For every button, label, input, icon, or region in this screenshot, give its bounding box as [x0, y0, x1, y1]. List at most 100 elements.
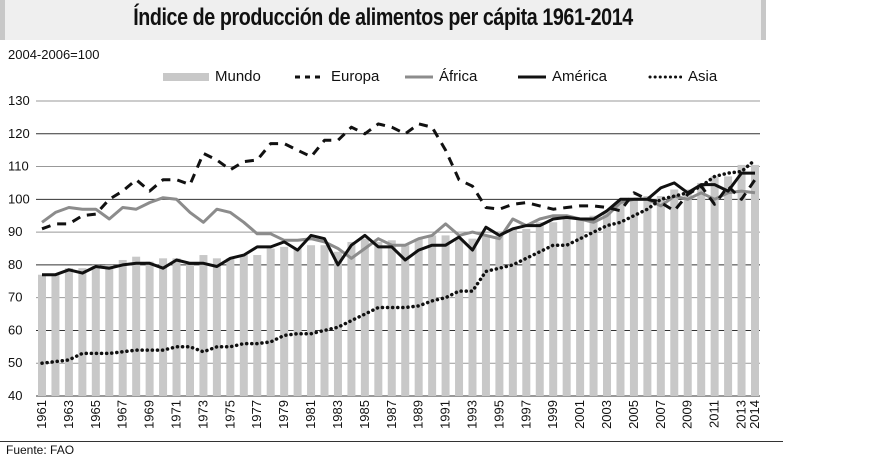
bar-mundo-1995 [495, 235, 504, 396]
bar-mundo-1963 [64, 268, 73, 396]
y-tick-label: 80 [8, 257, 22, 272]
bar-mundo-1992 [455, 238, 464, 396]
line-america [42, 171, 755, 277]
bar-mundo-1980 [293, 248, 302, 396]
legend-label-africa: África [439, 68, 478, 85]
x-tick-label: 1965 [88, 400, 103, 429]
bar-mundo-2013 [737, 164, 746, 396]
bar-mundo-1999 [549, 222, 558, 396]
legend-label-mundo: Mundo [215, 68, 261, 85]
bar-mundo-1998 [535, 222, 544, 396]
y-tick-label: 100 [8, 191, 30, 206]
y-tick-label: 50 [8, 355, 22, 370]
bar-mundo-1970 [159, 258, 168, 396]
x-tick-label: 1967 [115, 400, 130, 429]
x-tick-label: 2005 [626, 400, 641, 429]
bar-mundo-1984 [347, 241, 356, 396]
bar-mundo-1988 [401, 245, 410, 396]
x-tick-label: 1991 [438, 400, 453, 429]
base-note: 2004-2006=100 [8, 47, 100, 62]
bar-mundo-2006 [643, 196, 652, 396]
bar-mundo-1985 [360, 238, 369, 396]
x-tick-label: 1969 [142, 400, 157, 429]
bar-mundo-1968 [132, 256, 141, 396]
bar-mundo-2009 [683, 189, 692, 396]
x-tick-label: 2001 [572, 400, 587, 429]
x-tick-label: 1987 [384, 400, 399, 429]
bar-mundo-1983 [333, 251, 342, 396]
bar-mundo-2001 [576, 219, 585, 396]
bar-mundo-1991 [441, 235, 450, 396]
line-asia [40, 158, 757, 365]
x-tick-label: 1989 [411, 400, 426, 429]
legend-item-mundo: Mundo [163, 68, 261, 85]
bar-mundo-1987 [387, 240, 396, 396]
y-tick-label: 110 [8, 159, 29, 174]
bar-mundo-1967 [118, 259, 127, 396]
legend-item-america: América [518, 68, 607, 85]
x-tick-label: 1979 [276, 400, 291, 429]
bar-mundo-1990 [428, 235, 437, 396]
bar-mundo-1961 [38, 274, 46, 396]
legend-swatch-africa [405, 75, 433, 78]
bar-mundo-1979 [280, 246, 289, 396]
bar-mundo-2007 [656, 196, 665, 396]
x-tick-label: 2013 [734, 400, 749, 429]
x-tick-label: 2009 [680, 400, 695, 429]
line-europa [41, 122, 757, 231]
bar-mundo-1962 [51, 274, 60, 396]
bar-mundo-1981 [307, 245, 316, 396]
x-tick-label: 2014 [747, 400, 762, 429]
legend-swatch-mundo [163, 72, 209, 81]
bar-mundo-1997 [522, 228, 531, 396]
x-tick-label: 1963 [61, 400, 76, 429]
legend-label-europa: Europa [331, 68, 380, 85]
bar-mundo-1978 [266, 248, 275, 396]
bar-mundo-1973 [199, 255, 208, 396]
x-tick-label: 2007 [653, 400, 668, 429]
footer-divider [0, 441, 783, 442]
bar-mundo-2011 [710, 176, 719, 396]
bar-mundo-2004 [616, 202, 625, 396]
bar-mundo-1964 [78, 268, 87, 396]
bar-mundo-1965 [91, 264, 100, 396]
legend-swatch-europa [295, 75, 325, 78]
x-tick-label: 1999 [545, 400, 560, 429]
bar-mundo-1989 [414, 238, 423, 396]
bar-mundo-1986 [374, 241, 383, 396]
bar-mundo-1976 [239, 255, 248, 396]
y-tick-label: 60 [8, 322, 22, 337]
x-tick-label: 1985 [357, 400, 372, 429]
x-tick-label: 1961 [34, 400, 49, 429]
x-tick-label: 1971 [169, 400, 184, 429]
bar-mundo-2010 [697, 182, 706, 396]
bar-mundo-1969 [145, 261, 154, 396]
y-tick-label: 130 [8, 93, 30, 108]
bar-mundo-1972 [185, 264, 194, 396]
x-tick-label: 1973 [195, 400, 210, 429]
x-tick-label: 1993 [464, 400, 479, 429]
bar-mundo-2000 [562, 219, 571, 396]
bar-mundo-1966 [105, 264, 114, 396]
bar-mundo-2014 [751, 164, 759, 396]
bar-mundo-1974 [212, 258, 221, 396]
x-tick-label: 1975 [222, 400, 237, 429]
bar-mundo-1994 [481, 235, 490, 396]
y-tick-label: 40 [8, 388, 22, 403]
bar-mundo-1975 [226, 258, 235, 396]
legend-swatch-america [518, 75, 546, 78]
bar-mundo-1996 [508, 228, 517, 396]
legend-label-america: América [552, 68, 608, 85]
chart-title: Índice de producción de alimentos per cá… [133, 4, 633, 31]
x-tick-label: 1977 [249, 400, 264, 429]
bar-mundo-1982 [320, 245, 329, 396]
bar-mundo-2002 [589, 215, 598, 396]
title-banner: Índice de producción de alimentos per cá… [0, 0, 766, 40]
bar-mundo-2008 [670, 189, 679, 396]
x-tick-label: 1995 [491, 400, 506, 429]
x-tick-label: 2003 [599, 400, 614, 429]
bar-mundo-1993 [468, 238, 477, 396]
legend-item-asia: Asia [648, 68, 717, 85]
bar-mundo-2003 [603, 212, 612, 396]
